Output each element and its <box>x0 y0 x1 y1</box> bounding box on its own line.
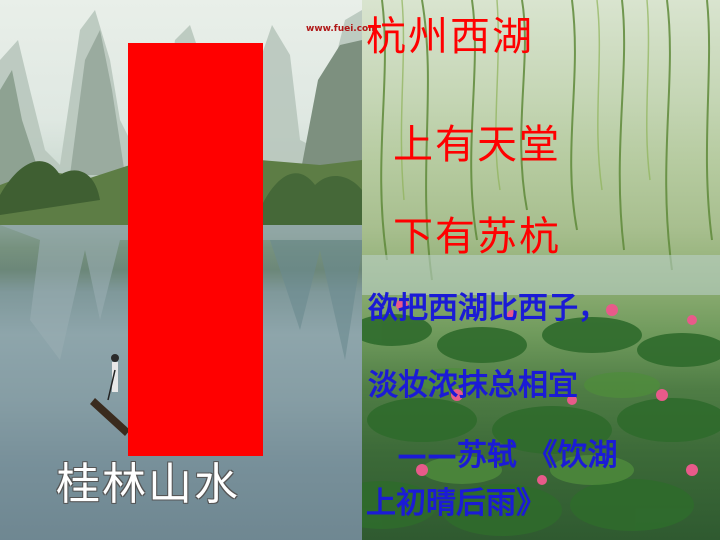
west-lake-illustration <box>362 0 720 536</box>
poem-title: 杭州西湖 <box>366 14 534 60</box>
attribution-line-2: 上初晴后雨》 <box>366 486 546 521</box>
verse-line-2: 淡妆浓抹总相宜 <box>368 368 578 403</box>
attribution-line-1: ——苏轼 《饮湖 <box>397 438 618 473</box>
verse-line-1: 欲把西湖比西子， <box>368 291 608 326</box>
red-rectangle-shape <box>128 43 263 456</box>
guilin-caption: 桂林山水 <box>56 459 240 510</box>
poem-line-suhang: 下有苏杭 <box>393 214 561 260</box>
watermark: www.fuei.com <box>306 24 378 34</box>
west-lake-photo <box>362 0 720 540</box>
poem-line-heaven: 上有天堂 <box>393 122 561 168</box>
